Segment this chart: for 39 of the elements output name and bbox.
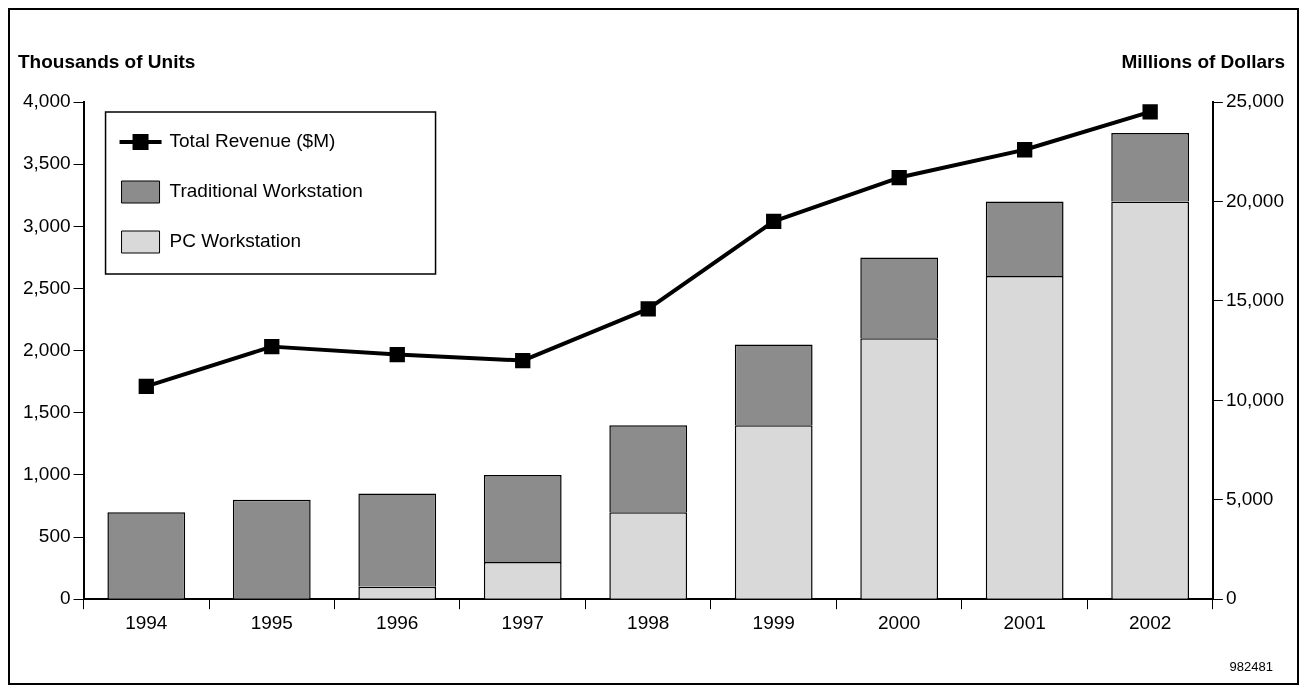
point bbox=[389, 346, 405, 363]
legend-label: Total Revenue ($M) bbox=[169, 130, 336, 152]
x-tick-label: 1997 bbox=[501, 611, 544, 633]
legend-label: Traditional Workstation bbox=[169, 180, 363, 202]
y-tick-label: 3,500 bbox=[23, 152, 71, 174]
y-tick-label: 1,500 bbox=[23, 400, 71, 422]
y2-tick-label: 15,000 bbox=[1225, 289, 1285, 311]
text: 982481 bbox=[1229, 659, 1273, 674]
y-tick-label: 500 bbox=[38, 525, 71, 547]
x-tick-label: 1998 bbox=[627, 611, 670, 633]
x-tick-label: 1995 bbox=[250, 611, 293, 633]
point bbox=[766, 213, 782, 229]
point bbox=[1017, 142, 1033, 158]
y2-axis-title: Millions of Dollars bbox=[1121, 51, 1285, 72]
x-tick-label: 2002 bbox=[1129, 611, 1172, 633]
point bbox=[515, 352, 531, 369]
x-tick-label: 1999 bbox=[752, 611, 795, 633]
y2-tick-label: 5,000 bbox=[1225, 487, 1274, 509]
point bbox=[1142, 104, 1158, 120]
y-tick-label: 0 bbox=[59, 587, 71, 609]
y-tick-label: 2,500 bbox=[23, 276, 71, 298]
y2-tick-label: 0 bbox=[1225, 587, 1237, 609]
y-tick-label: 3,000 bbox=[23, 214, 71, 236]
y-tick-label: 1,000 bbox=[23, 463, 71, 485]
x-tick-label: 1996 bbox=[376, 611, 419, 633]
point bbox=[138, 378, 154, 395]
x-tick-label: 2001 bbox=[1003, 611, 1046, 633]
y-tick-label: 2,000 bbox=[23, 338, 71, 360]
y2-tick-label: 10,000 bbox=[1225, 388, 1285, 410]
y-tick-label: 4,000 bbox=[23, 90, 71, 112]
y2-tick-label: 25,000 bbox=[1225, 90, 1285, 112]
y2-tick-label: 20,000 bbox=[1225, 189, 1285, 211]
point bbox=[891, 169, 907, 186]
y-axis-title: Thousands of Units bbox=[18, 51, 196, 72]
legend-label: PC Workstation bbox=[169, 230, 302, 252]
x-tick-label: 2000 bbox=[878, 611, 921, 633]
x-tick-label: 1994 bbox=[125, 611, 168, 633]
point bbox=[640, 301, 656, 317]
point bbox=[264, 338, 280, 355]
